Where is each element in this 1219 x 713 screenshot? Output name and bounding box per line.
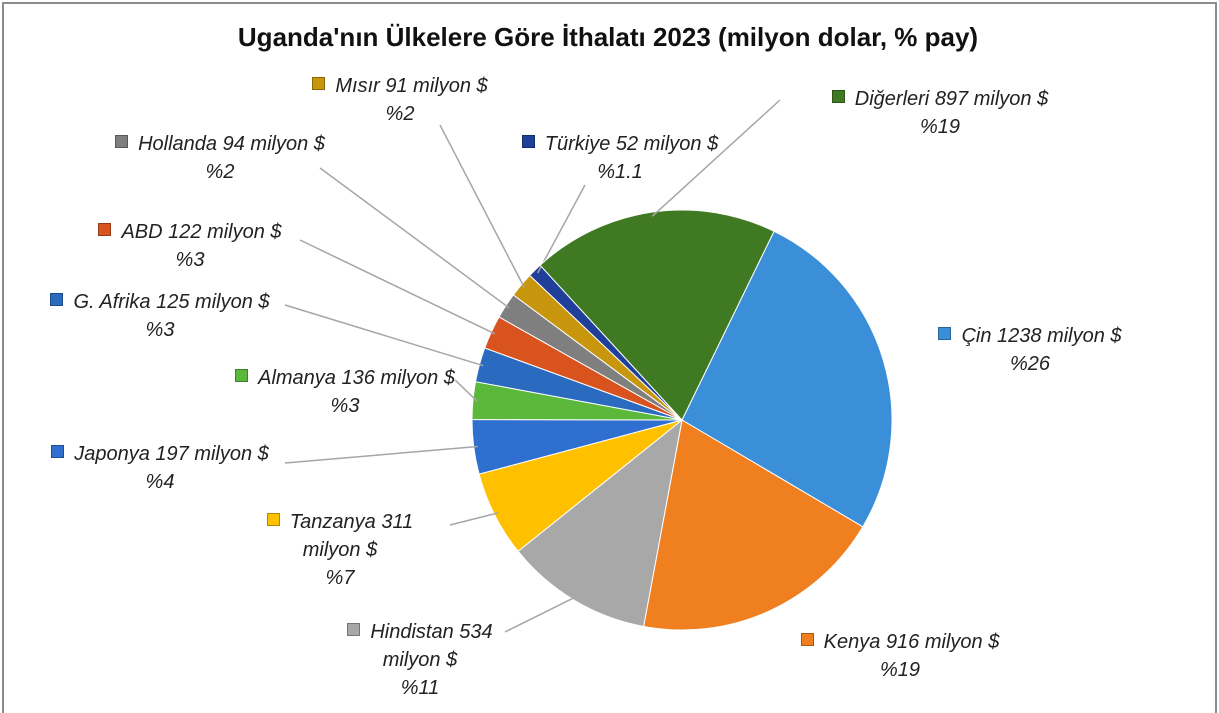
percent-label: %3 bbox=[330, 395, 360, 417]
legend-marker bbox=[98, 223, 112, 236]
percent-label: %11 bbox=[400, 677, 440, 699]
chart-title: Uganda'nın Ülkelere Göre İthalatı 2023 (… bbox=[238, 22, 978, 52]
percent-label: %19 bbox=[879, 659, 921, 681]
pie-slice bbox=[517, 418, 683, 628]
data-label: Tanzanya 311 milyon $ %7 bbox=[250, 508, 430, 592]
pie-slice bbox=[681, 230, 893, 528]
pie-slice bbox=[643, 419, 864, 631]
percent-label: %7 bbox=[325, 567, 355, 589]
data-label: Çin 1238 milyon $ %26 bbox=[910, 322, 1150, 378]
value-label: 52 milyon $ bbox=[615, 133, 719, 155]
leader-line bbox=[454, 379, 478, 402]
leader-line bbox=[319, 167, 510, 309]
legend-marker bbox=[266, 513, 280, 526]
category-label: Mısır bbox=[335, 75, 380, 97]
data-label: Mısır 91 milyon $ %2 bbox=[275, 72, 525, 128]
leader-line bbox=[449, 512, 499, 526]
category-label: Çin bbox=[961, 325, 992, 347]
legend-marker bbox=[521, 135, 535, 148]
leader-line bbox=[651, 99, 781, 217]
legend-marker bbox=[800, 633, 814, 646]
leader-line bbox=[504, 596, 577, 633]
data-label: Japonya 197 milyon $ %4 bbox=[45, 440, 275, 496]
leader-line bbox=[284, 445, 478, 464]
category-label: Diğerleri bbox=[854, 88, 930, 110]
data-label: Türkiye 52 milyon $ %1.1 bbox=[495, 130, 745, 186]
value-label: 122 milyon $ bbox=[168, 221, 282, 243]
category-label: Kenya bbox=[823, 631, 881, 653]
percent-label: %1.1 bbox=[597, 161, 643, 183]
category-label: Tanzanya bbox=[289, 511, 376, 533]
leader-line bbox=[439, 124, 525, 288]
category-label: Hollanda bbox=[138, 133, 218, 155]
category-label: Japonya bbox=[74, 443, 150, 465]
legend-marker bbox=[235, 369, 249, 382]
data-label: Diğerleri 897 milyon $ %19 bbox=[805, 85, 1075, 141]
leader-line bbox=[284, 304, 484, 367]
category-label: Hindistan bbox=[370, 621, 454, 643]
value-label: 125 milyon $ bbox=[156, 291, 270, 313]
value-label: 94 milyon $ bbox=[222, 133, 325, 155]
leader-line bbox=[536, 184, 586, 274]
percent-label: %4 bbox=[145, 471, 175, 493]
data-label: ABD 122 milyon $ %3 bbox=[60, 218, 320, 274]
value-label: 534 milyon $ bbox=[382, 621, 493, 671]
value-label: 1238 milyon $ bbox=[997, 325, 1122, 347]
pie-slice bbox=[539, 209, 775, 421]
data-label: Kenya 916 milyon $ %19 bbox=[770, 628, 1030, 684]
category-label: G. Afrika bbox=[73, 291, 151, 313]
value-label: 197 milyon $ bbox=[155, 443, 269, 465]
category-label: Almanya bbox=[258, 367, 336, 389]
data-label: Almanya 136 milyon $ %3 bbox=[215, 364, 475, 420]
category-label: ABD bbox=[121, 221, 163, 243]
percent-label: %2 bbox=[205, 161, 235, 183]
legend-marker bbox=[312, 77, 326, 90]
percent-label: %26 bbox=[1009, 353, 1051, 375]
percent-label: %3 bbox=[145, 319, 175, 341]
value-label: 91 milyon $ bbox=[385, 75, 488, 97]
percent-label: %19 bbox=[919, 116, 961, 138]
percent-label: %2 bbox=[385, 103, 415, 125]
legend-marker bbox=[115, 135, 129, 148]
leader-line bbox=[299, 239, 496, 335]
legend-marker bbox=[938, 327, 952, 340]
category-label: Türkiye bbox=[544, 133, 611, 155]
value-label: 897 milyon $ bbox=[934, 88, 1049, 110]
value-label: 916 milyon $ bbox=[885, 631, 1000, 653]
legend-marker bbox=[50, 293, 64, 306]
percent-label: %3 bbox=[175, 249, 205, 271]
value-label: 311 milyon $ bbox=[302, 511, 414, 561]
legend-marker bbox=[51, 445, 65, 458]
data-label: Hindistan 534 milyon $ %11 bbox=[325, 618, 515, 702]
data-label: Hollanda 94 milyon $ %2 bbox=[85, 130, 355, 186]
value-label: 136 milyon $ bbox=[341, 367, 455, 389]
data-label: G. Afrika 125 milyon $ %3 bbox=[25, 288, 295, 344]
legend-marker bbox=[347, 623, 361, 636]
legend-marker bbox=[831, 90, 845, 103]
